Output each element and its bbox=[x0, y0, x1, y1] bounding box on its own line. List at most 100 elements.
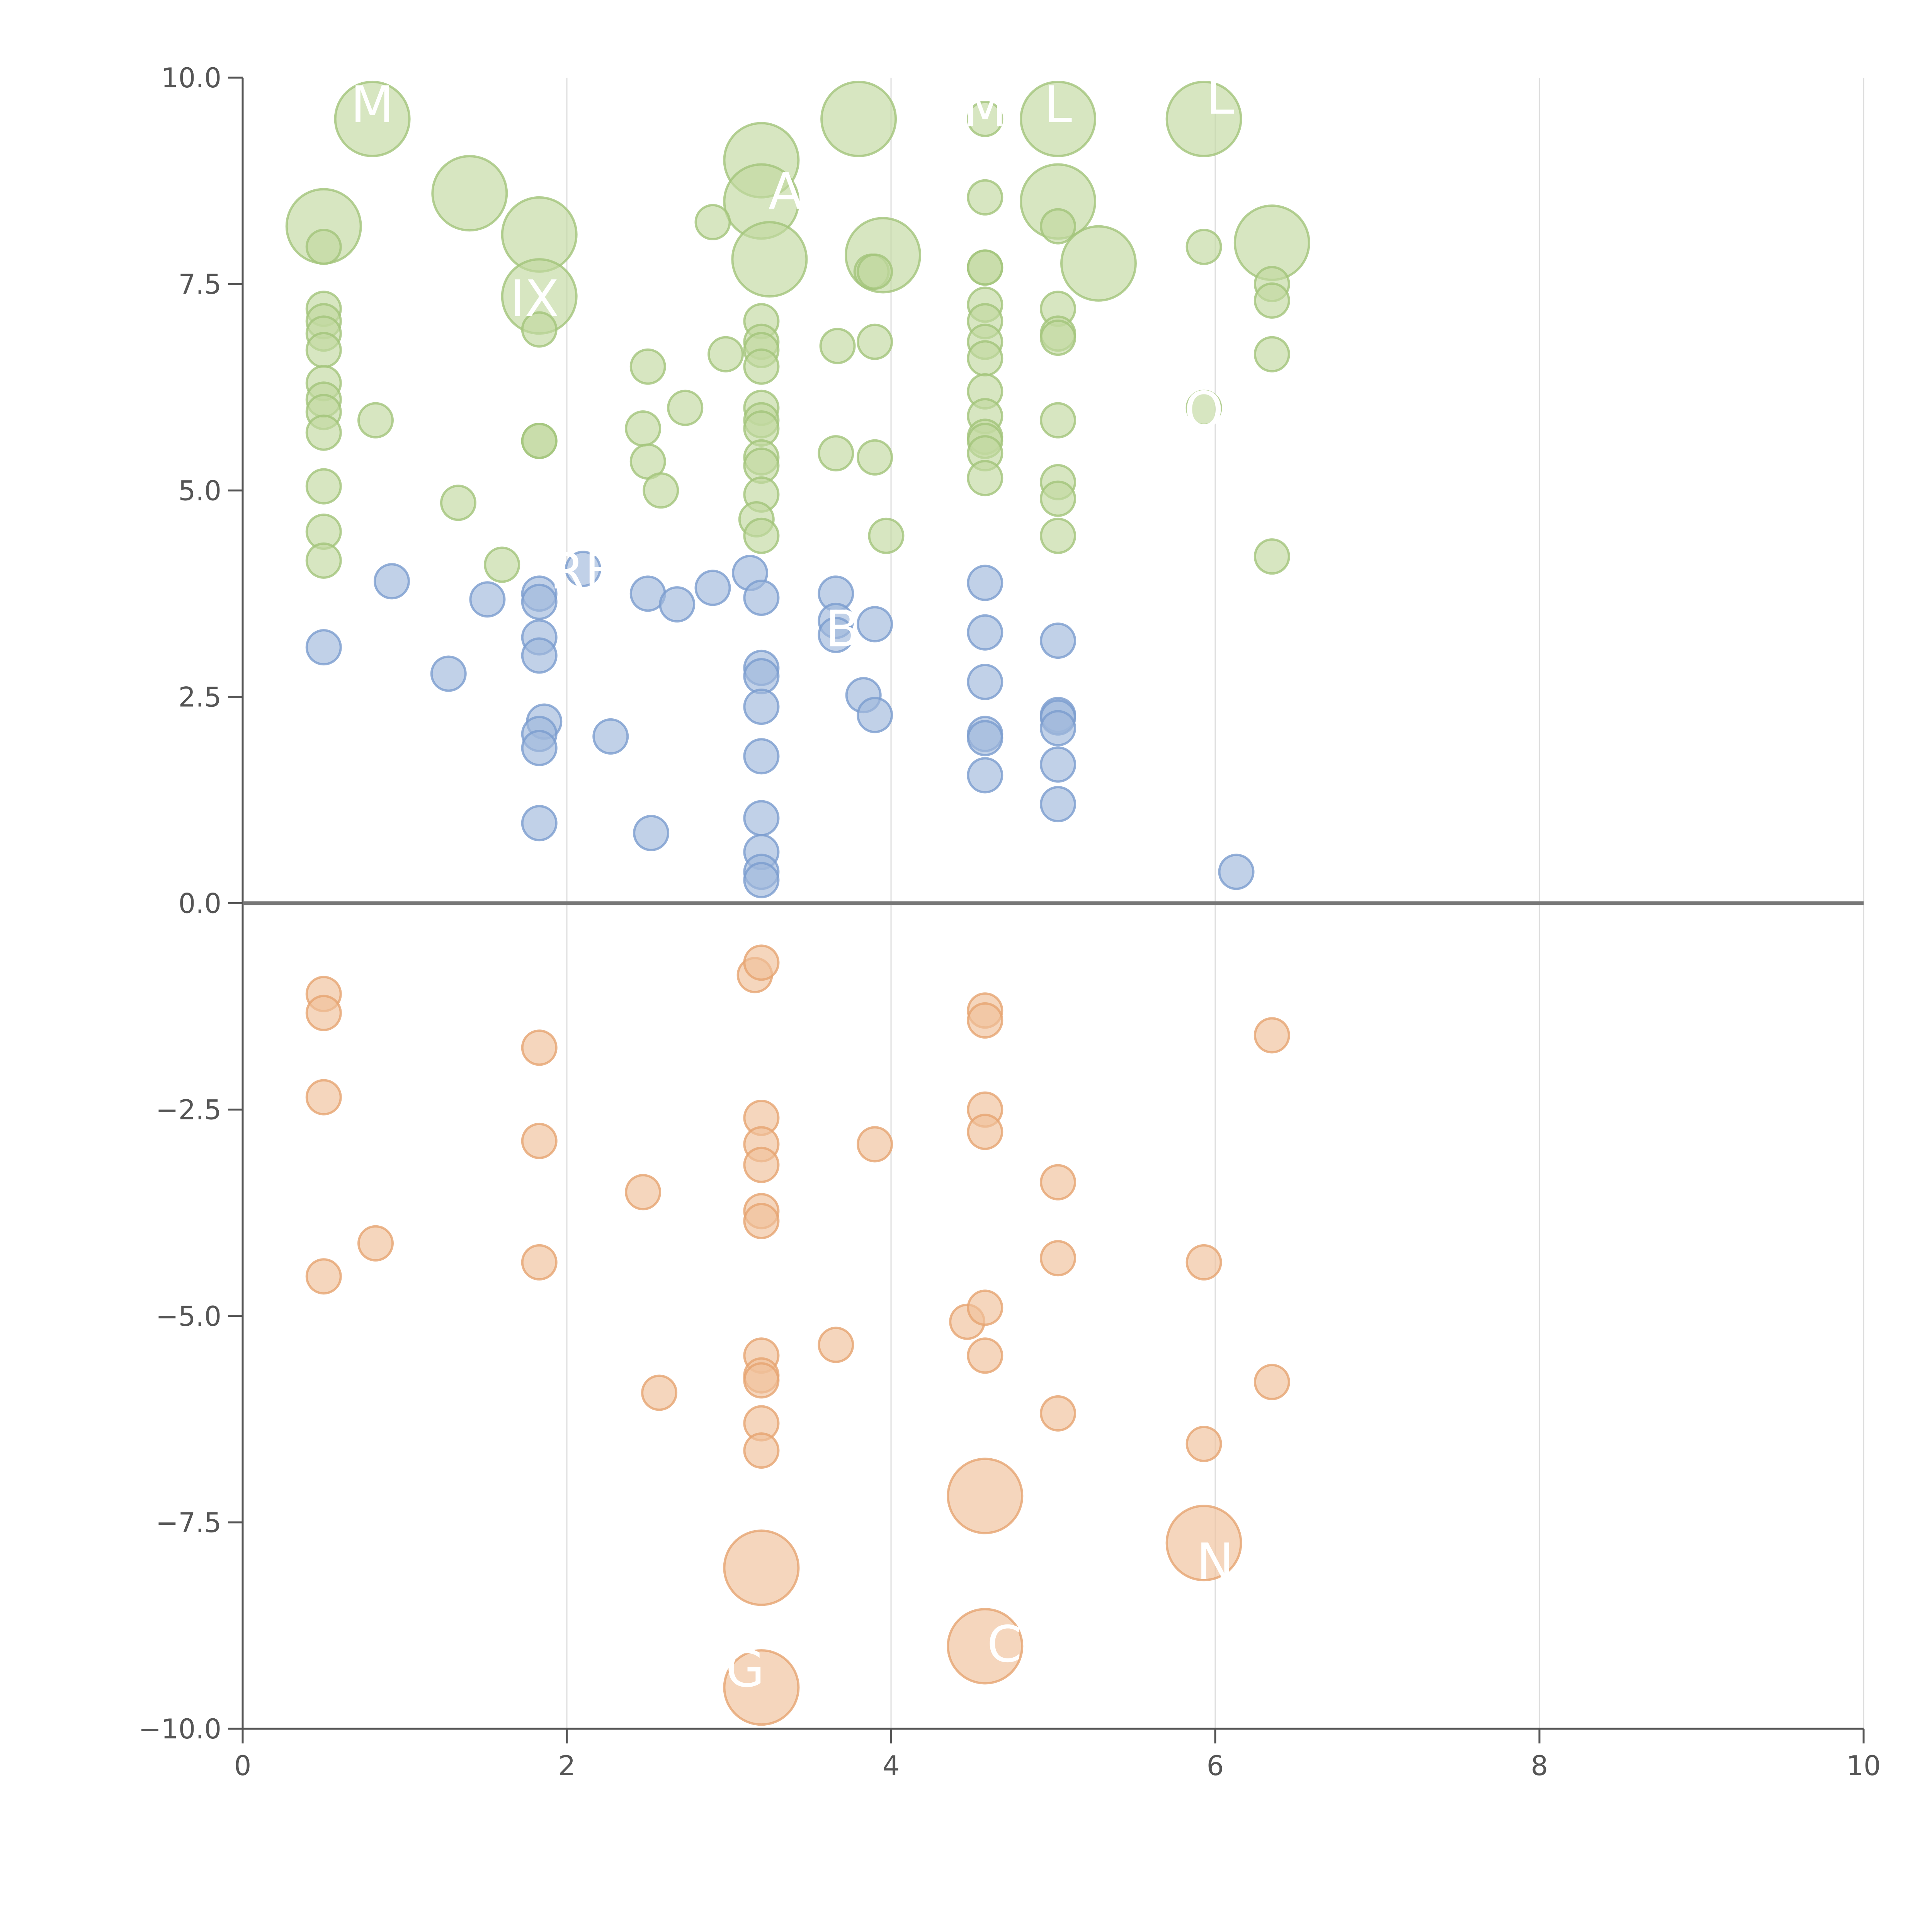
green-point bbox=[868, 517, 905, 554]
blue-point bbox=[967, 565, 1003, 601]
blue-point bbox=[521, 805, 558, 842]
point-label: O bbox=[1184, 381, 1223, 439]
blue-point bbox=[694, 570, 731, 606]
green-point bbox=[305, 414, 342, 451]
orange-point bbox=[743, 1146, 780, 1183]
orange-point bbox=[723, 1649, 800, 1726]
green-point bbox=[967, 249, 1003, 286]
blue-point bbox=[430, 655, 467, 692]
green-point bbox=[1040, 319, 1077, 356]
blue-point bbox=[967, 614, 1003, 651]
y-tick-label: 0.0 bbox=[179, 888, 221, 920]
green-point bbox=[857, 323, 893, 360]
orange-point bbox=[1253, 1364, 1290, 1400]
blue-point bbox=[1218, 854, 1255, 890]
orange-point bbox=[521, 1122, 558, 1159]
orange-point bbox=[641, 1374, 678, 1411]
blue-point bbox=[743, 579, 780, 616]
blue-point bbox=[1040, 710, 1077, 747]
green-point bbox=[357, 402, 394, 439]
blue-point bbox=[469, 581, 506, 618]
orange-point bbox=[305, 995, 342, 1031]
blue-point bbox=[743, 658, 780, 694]
green-point bbox=[967, 340, 1003, 377]
green-point bbox=[305, 468, 342, 505]
y-tick-label: 7.5 bbox=[179, 269, 221, 300]
y-tick-label: 2.5 bbox=[179, 681, 221, 713]
green-point bbox=[667, 389, 704, 426]
orange-point bbox=[967, 1289, 1003, 1326]
orange-point bbox=[967, 1114, 1003, 1150]
green-point bbox=[1185, 228, 1222, 265]
green-point bbox=[857, 439, 893, 476]
green-point bbox=[1253, 336, 1290, 372]
x-tick-label: 6 bbox=[1207, 1750, 1224, 1782]
blue-point bbox=[743, 738, 780, 775]
orange-point bbox=[1253, 1017, 1290, 1054]
blue-point bbox=[521, 583, 558, 620]
green-point bbox=[1040, 208, 1077, 245]
blue-point bbox=[592, 718, 629, 755]
green-point bbox=[743, 348, 780, 385]
green-point bbox=[334, 80, 411, 157]
blue-point bbox=[743, 862, 780, 898]
x-tick-label: 2 bbox=[558, 1750, 576, 1782]
orange-point bbox=[947, 1458, 1024, 1534]
green-point bbox=[731, 221, 808, 298]
orange-point bbox=[1185, 1425, 1222, 1462]
orange-point bbox=[1165, 1505, 1242, 1582]
blue-point bbox=[521, 637, 558, 674]
point-label: N bbox=[1196, 1532, 1234, 1591]
green-point bbox=[521, 311, 558, 348]
blue-point bbox=[857, 606, 893, 643]
orange-point bbox=[967, 1337, 1003, 1374]
green-point bbox=[484, 546, 520, 583]
blue-point bbox=[1040, 622, 1077, 659]
green-point bbox=[1253, 538, 1290, 575]
green-point bbox=[1020, 80, 1097, 157]
orange-point bbox=[357, 1225, 394, 1262]
point-label: B bbox=[825, 599, 860, 658]
y-tick-label: −7.5 bbox=[156, 1507, 221, 1539]
x-tick-label: 10 bbox=[1846, 1750, 1881, 1782]
green-point bbox=[818, 435, 854, 472]
blue-point bbox=[633, 815, 670, 851]
orange-point bbox=[857, 1126, 893, 1163]
point-label: M bbox=[351, 75, 394, 134]
green-point bbox=[820, 80, 897, 157]
blue-point bbox=[1040, 746, 1077, 783]
orange-point bbox=[305, 1258, 342, 1295]
point-label: IX bbox=[510, 269, 559, 328]
green-point bbox=[629, 348, 666, 385]
green-point bbox=[857, 253, 893, 290]
green-point bbox=[1040, 402, 1077, 439]
orange-point bbox=[967, 1002, 1003, 1039]
green-point bbox=[743, 517, 780, 554]
green-point bbox=[1040, 480, 1077, 517]
green-point bbox=[1185, 389, 1222, 426]
orange-point bbox=[1040, 1395, 1077, 1432]
blue-point bbox=[373, 563, 410, 600]
orange-point bbox=[743, 1362, 780, 1399]
orange-point bbox=[521, 1244, 558, 1281]
blue-point bbox=[1040, 786, 1077, 823]
point-label: A bbox=[769, 162, 803, 221]
green-point bbox=[431, 155, 508, 232]
orange-point bbox=[305, 1079, 342, 1116]
blue-point bbox=[305, 629, 342, 666]
orange-point bbox=[947, 1608, 1024, 1685]
point-label: M bbox=[963, 79, 1007, 138]
y-tick-label: 10.0 bbox=[161, 62, 221, 94]
y-tick-label: 5.0 bbox=[179, 475, 221, 507]
green-point bbox=[967, 460, 1003, 497]
point-label: C bbox=[987, 1615, 1022, 1673]
y-tick-label: −2.5 bbox=[156, 1094, 221, 1126]
point-label: L bbox=[1206, 67, 1234, 126]
green-point bbox=[1253, 282, 1290, 319]
orange-point bbox=[743, 1203, 780, 1240]
points-layer bbox=[285, 80, 1310, 1726]
green-point bbox=[305, 228, 342, 265]
green-point bbox=[305, 332, 342, 369]
